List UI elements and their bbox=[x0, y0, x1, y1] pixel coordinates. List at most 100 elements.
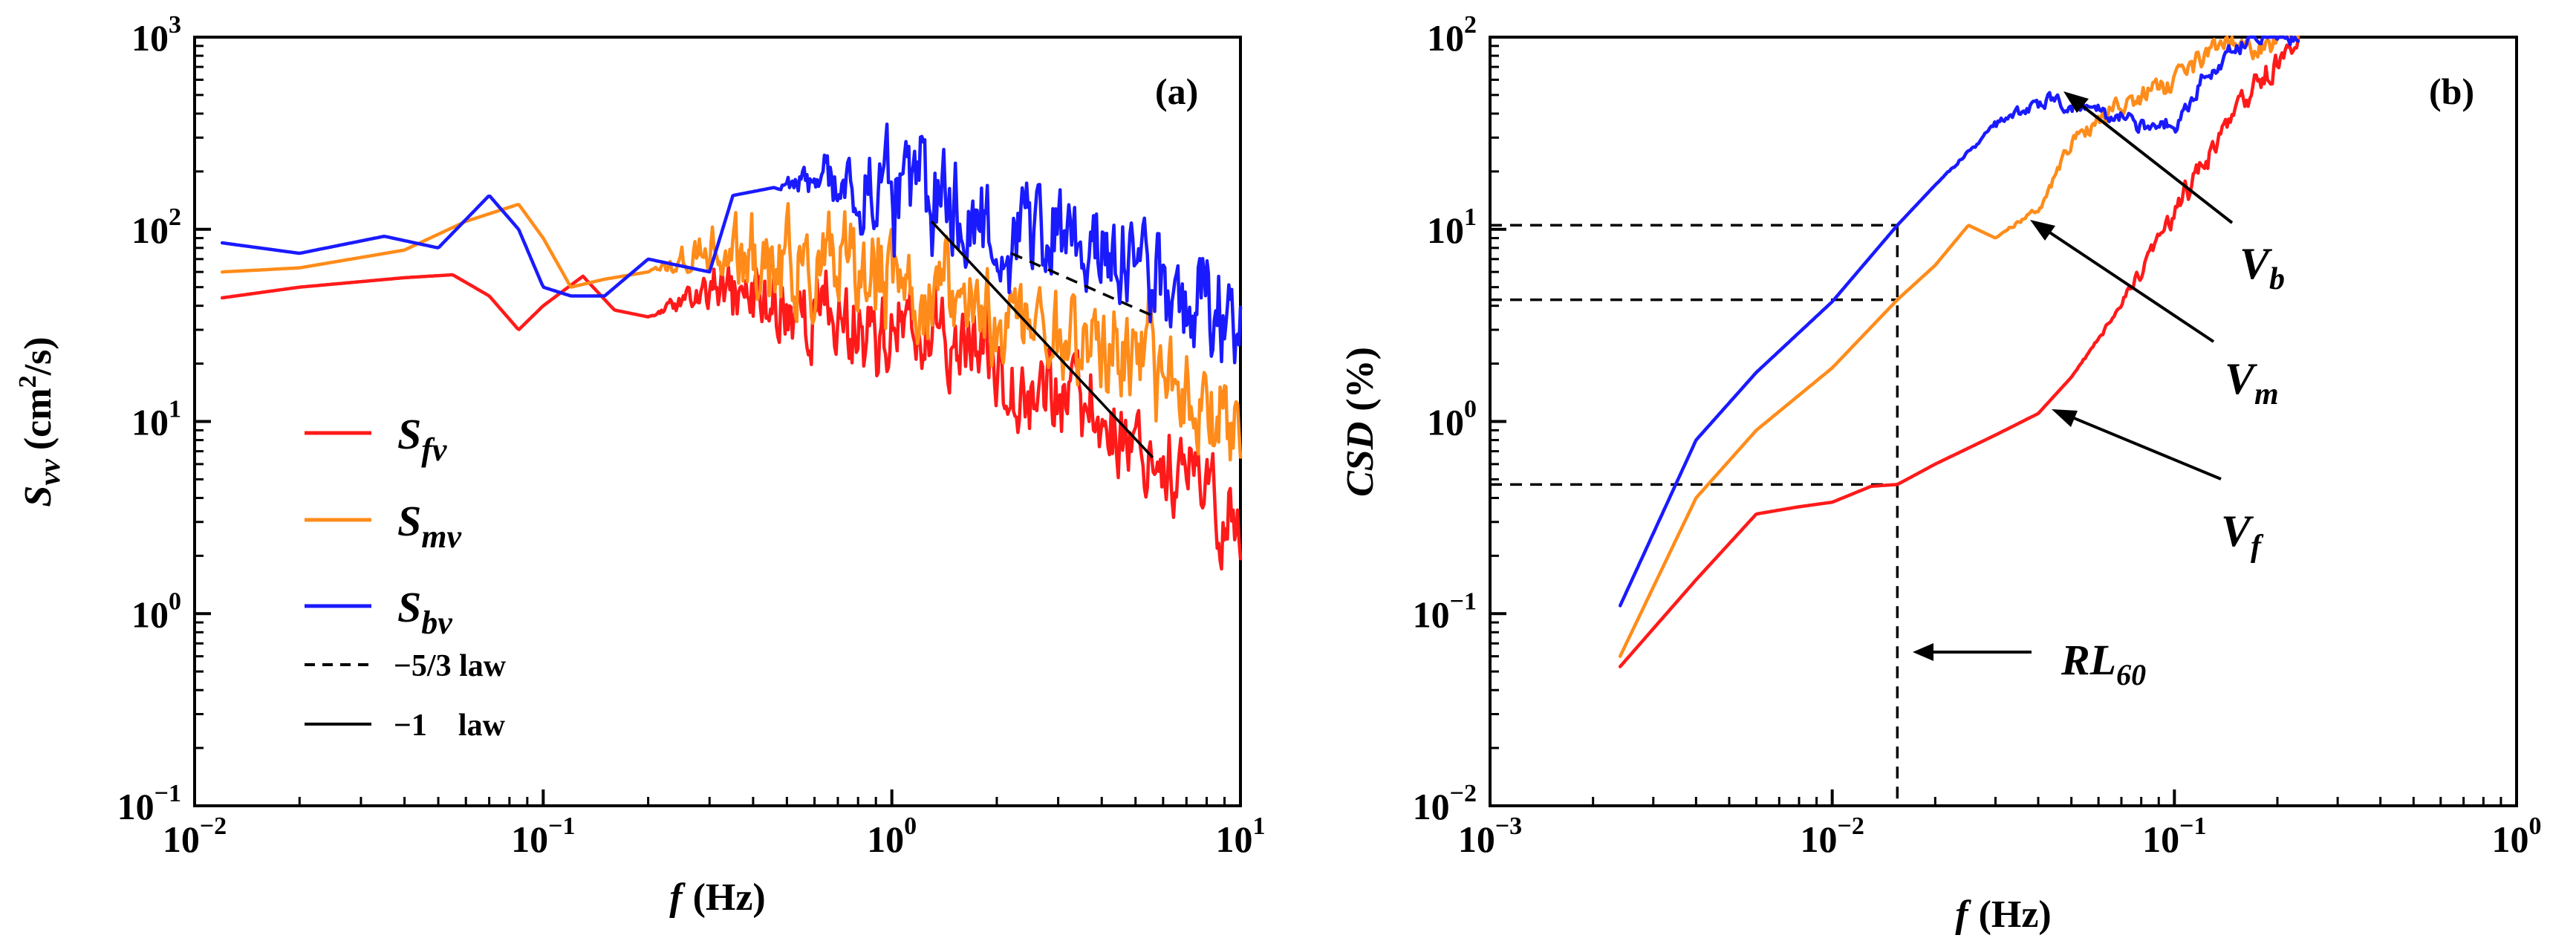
panel-a-x-tick-label: 10−2 bbox=[163, 812, 227, 860]
panel-a-y-tick-label-base: 10 bbox=[131, 17, 169, 59]
panel-a-y-axis-label-main: S bbox=[17, 486, 59, 507]
panel-a-y-tick-label: 101 bbox=[131, 396, 181, 443]
panel-a-x-tick-label: 101 bbox=[1216, 812, 1266, 860]
panel-b-y-tick-label-exp: −1 bbox=[1450, 587, 1477, 615]
panel-b-guide-lines bbox=[1490, 224, 1899, 806]
reference-line-minus53 bbox=[1010, 252, 1157, 319]
panel-a-y-tick-label-exp: −1 bbox=[155, 780, 181, 807]
panel-a-y-tick-label-base: 10 bbox=[131, 402, 169, 443]
series-line-Vb bbox=[1618, 35, 2300, 608]
panel-b-y-tick-label: 100 bbox=[1427, 396, 1477, 443]
panel-a-y-axis-label-tail: /s) bbox=[17, 336, 59, 376]
panel-b-x-tick-label-exp: −2 bbox=[1837, 812, 1864, 840]
callout-rl60: RL60 bbox=[1913, 636, 2146, 691]
panel-b-label: (b) bbox=[2429, 71, 2474, 112]
panel-b-y-tick-label: 102 bbox=[1427, 11, 1477, 59]
panel-b-y-axis-label-unit: (%) bbox=[1339, 347, 1382, 411]
panel-a-y-tick-label-exp: 0 bbox=[169, 587, 181, 615]
panel-a-x-tick-label-base: 10 bbox=[867, 818, 904, 860]
series-line-Vf bbox=[1618, 37, 2300, 668]
callout-vb-arrow-line bbox=[2078, 102, 2234, 224]
panel-b-y-tick-label: 101 bbox=[1427, 203, 1477, 251]
panel-a-y-tick-label-exp: 2 bbox=[169, 203, 181, 231]
legend-label-mv-sub: mv bbox=[421, 518, 461, 555]
legend-label-fv: Sfv bbox=[397, 410, 447, 468]
panel-b-y-tick-label-exp: 2 bbox=[1464, 11, 1477, 39]
panel-a-y-tick-label-exp: 1 bbox=[169, 396, 181, 423]
panel-b-x-tick-label-exp: 0 bbox=[2529, 812, 2542, 840]
panel-b-x-tick-label-base: 10 bbox=[1800, 818, 1837, 860]
panel-b-x-tick-label-exp: −3 bbox=[1495, 812, 1522, 840]
panel-a-y-axis-label-sub: vv bbox=[33, 458, 66, 486]
panel-a-reference-lines bbox=[930, 220, 1157, 459]
legend-label-fv-main: S bbox=[397, 410, 421, 458]
panel-b-y-tick-label-exp: 1 bbox=[1464, 203, 1477, 231]
legend-label-bv: Sbv bbox=[397, 583, 452, 641]
panel-b-x-tick-label-base: 10 bbox=[1458, 818, 1495, 860]
panel-a-y-tick-label: 100 bbox=[131, 587, 181, 635]
panel-a-y-tick-label-base: 10 bbox=[131, 209, 169, 251]
legend-label-minus1: −1 law bbox=[394, 709, 506, 743]
panel-a-y-tick-label: 103 bbox=[131, 11, 181, 59]
panel-a-x-tick-label: 10−1 bbox=[511, 812, 575, 860]
callout-vf-label-sub: f bbox=[2251, 530, 2264, 564]
callout-vm-label-sub: m bbox=[2254, 377, 2279, 411]
reference-line-minus1 bbox=[930, 220, 1154, 459]
panel-a-x-tick-label: 100 bbox=[867, 812, 917, 860]
panel-a-x-tick-label-base: 10 bbox=[1216, 818, 1253, 860]
panel-b-y-axis-label: CSD (%) bbox=[1339, 347, 1382, 497]
callout-rl60-label-sub: 60 bbox=[2116, 658, 2146, 691]
callout-vm-label-main: V bbox=[2225, 354, 2258, 403]
legend-label-fv-sub: fv bbox=[421, 431, 447, 468]
panel-b-y-tick-label-exp: −2 bbox=[1450, 780, 1477, 807]
series-line-fv bbox=[220, 265, 1243, 571]
panel-b-y-tick-label-exp: 0 bbox=[1464, 396, 1477, 423]
panel-b-x-tick-label-base: 10 bbox=[2492, 818, 2529, 860]
panel-b-y-tick-label-base: 10 bbox=[1413, 786, 1450, 827]
callout-vb-arrowhead bbox=[2063, 91, 2089, 113]
callout-vf-arrowhead bbox=[2052, 409, 2078, 427]
panel-b-series-group bbox=[1618, 35, 2300, 668]
callout-vb: Vb bbox=[2063, 91, 2285, 296]
callout-vb-label-main: V bbox=[2240, 239, 2273, 288]
panel-a-y-axis-label-unit: (cm bbox=[17, 388, 59, 450]
panel-b-y-axis-label-main: CSD bbox=[1339, 422, 1382, 497]
callout-vm-arrow-line bbox=[2045, 229, 2215, 343]
panel-b-y-tick-label-base: 10 bbox=[1427, 17, 1464, 59]
panel-a-x-tick-label-exp: 1 bbox=[1253, 812, 1266, 840]
callout-vm-label: Vm bbox=[2225, 354, 2279, 411]
panel-b-x-axis-label-main: f bbox=[1955, 893, 1971, 936]
callout-vf-arrow-line bbox=[2068, 414, 2222, 481]
panel-a-x-axis-label: f (Hz) bbox=[669, 876, 766, 919]
series-line-Vm bbox=[1618, 35, 2300, 658]
panel-b-plot-frame bbox=[1489, 36, 2518, 807]
panel-b-x-tick-label: 10−2 bbox=[1800, 812, 1864, 860]
panel-a-x-axis-label-unit: (Hz) bbox=[693, 876, 766, 919]
panel-b-x-tick-label: 10−1 bbox=[2142, 812, 2206, 860]
panel-a-x-axis-label-main: f bbox=[669, 876, 686, 919]
panel-a-label: (a) bbox=[1155, 71, 1198, 112]
legend-label-mv-main: S bbox=[397, 497, 421, 545]
callout-rl60-label-main: RL bbox=[2061, 636, 2116, 684]
panel-b-y-tick-label-base: 10 bbox=[1413, 593, 1450, 635]
panel-a-x-tick-label-exp: −1 bbox=[548, 812, 575, 840]
legend-label-bv-sub: bv bbox=[421, 605, 452, 641]
panel-b-x-tick-label-base: 10 bbox=[2142, 818, 2179, 860]
panel-a-y-tick-label-base: 10 bbox=[131, 593, 169, 635]
panel-b-x-axis-label-unit: (Hz) bbox=[1979, 893, 2052, 936]
panel-b-y-tick-label-base: 10 bbox=[1427, 402, 1464, 443]
series-line-mv bbox=[220, 201, 1243, 462]
series-line-bv bbox=[220, 122, 1243, 365]
panel-a-y-tick-label-base: 10 bbox=[117, 786, 155, 827]
panel-b-y-tick-label: 10−2 bbox=[1413, 780, 1477, 827]
callout-vb-label-sub: b bbox=[2269, 262, 2285, 296]
callout-vm: Vm bbox=[2030, 220, 2279, 411]
panel-a-y-axis-label: Svv (cm2/s) bbox=[14, 336, 66, 507]
panel-a-y-tick-label: 102 bbox=[131, 203, 181, 251]
panel-b-y-tick-label-base: 10 bbox=[1427, 209, 1464, 251]
callout-vm-arrowhead bbox=[2030, 220, 2055, 241]
panel-b-x-axis-label: f (Hz) bbox=[1955, 893, 2052, 936]
